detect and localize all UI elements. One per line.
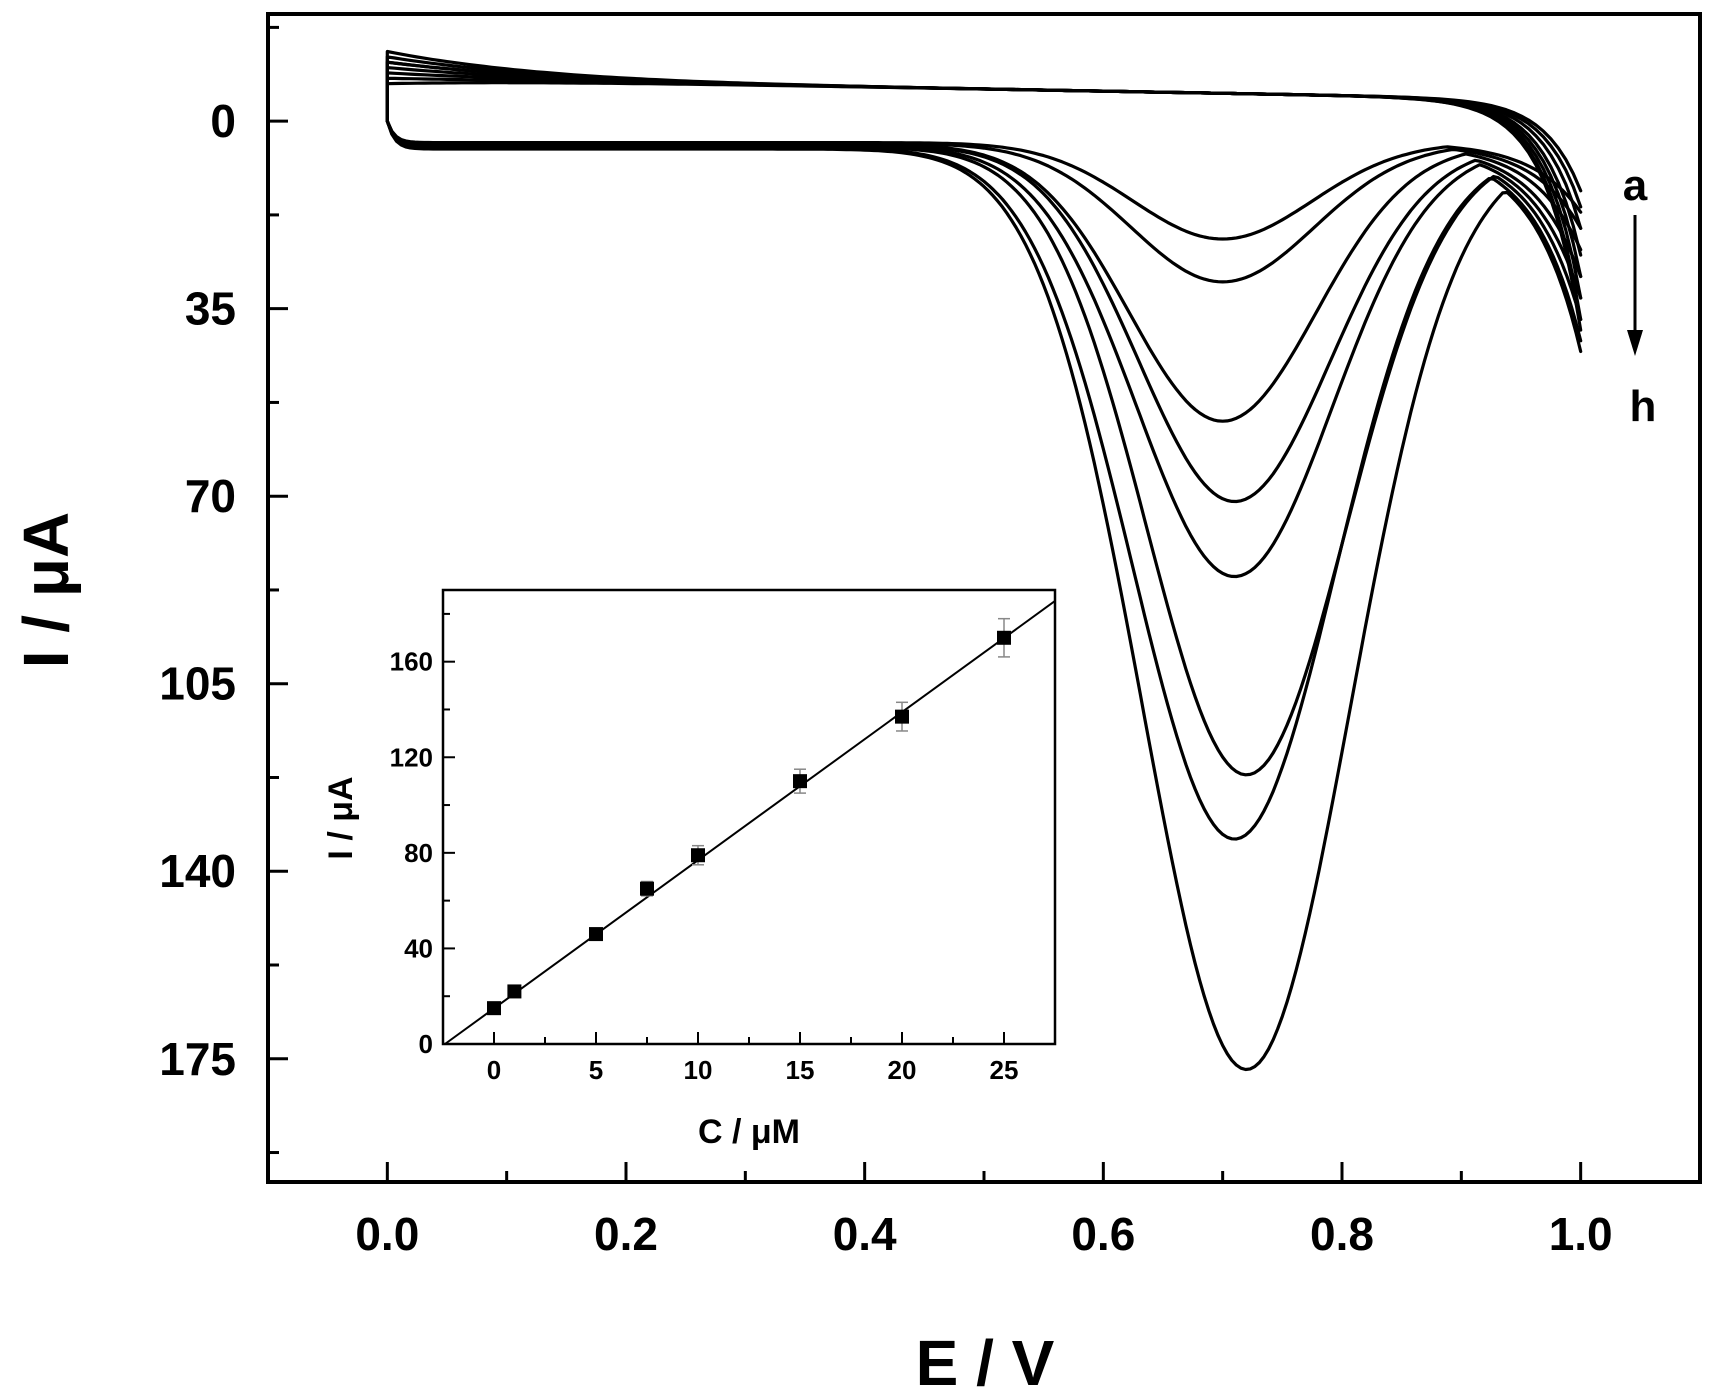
inset-y-tick-label: 40	[404, 933, 433, 963]
inset-data-point	[997, 630, 1011, 645]
x-tick-label: 0.8	[1310, 1208, 1374, 1260]
main-y-axis-title: I / μA	[10, 512, 82, 669]
inset-y-tick-label: 0	[419, 1029, 433, 1059]
inset-x-tick-label: 10	[684, 1055, 713, 1085]
annotation-start-label: a	[1623, 161, 1648, 210]
x-tick-label: 0.0	[355, 1208, 419, 1260]
y-tick-label: 175	[159, 1033, 236, 1085]
inset-y-tick-label: 160	[390, 647, 433, 677]
main-x-axis-title: E / V	[916, 1327, 1055, 1395]
inset-data-point	[793, 774, 807, 789]
x-tick-label: 0.6	[1071, 1208, 1135, 1260]
annotation-end-label: h	[1630, 382, 1657, 431]
x-tick-label: 0.4	[833, 1208, 897, 1260]
y-tick-label: 140	[159, 845, 236, 897]
voltammogram-curve-h	[385, 81, 1583, 1072]
inset-data-point	[507, 984, 522, 999]
x-tick-label: 0.2	[594, 1208, 658, 1260]
inset-fit-line	[444, 600, 1056, 1045]
x-tick-label: 1.0	[1549, 1208, 1613, 1260]
voltammogram-curve-c	[385, 55, 1583, 423]
inset-background	[443, 590, 1055, 1044]
main-curves	[385, 49, 1583, 1072]
y-tick-label: 105	[159, 658, 236, 710]
inset-y-tick-label: 120	[390, 742, 433, 772]
inset-data-point	[691, 848, 705, 863]
inset-data-point	[487, 1001, 501, 1016]
inset-frame	[441, 588, 1057, 1046]
inset-data-point	[895, 709, 909, 724]
y-tick-label: 0	[210, 95, 236, 147]
inset-x-tick-label: 5	[589, 1055, 603, 1085]
inset-chart: 0 5 10 15 20 25 0 40 80 120 160	[390, 600, 1056, 1085]
inset-x-tick-label: 0	[487, 1055, 501, 1085]
voltammogram-curve-d	[385, 66, 1583, 504]
inset-x-tick-label: 20	[888, 1055, 917, 1085]
inset-x-axis-title: C / μM	[698, 1113, 800, 1151]
annotation-arrow-head	[1627, 330, 1643, 356]
inset-x-tick-label: 15	[786, 1055, 815, 1085]
inset-data-point	[640, 881, 654, 896]
inset-data-point	[589, 927, 603, 942]
inset-y-tick-label: 80	[404, 838, 433, 868]
y-tick-label: 35	[185, 283, 236, 335]
inset-x-tick-label: 25	[990, 1055, 1019, 1085]
y-tick-label: 70	[185, 470, 236, 522]
inset-y-axis-title: I / μA	[322, 776, 360, 859]
